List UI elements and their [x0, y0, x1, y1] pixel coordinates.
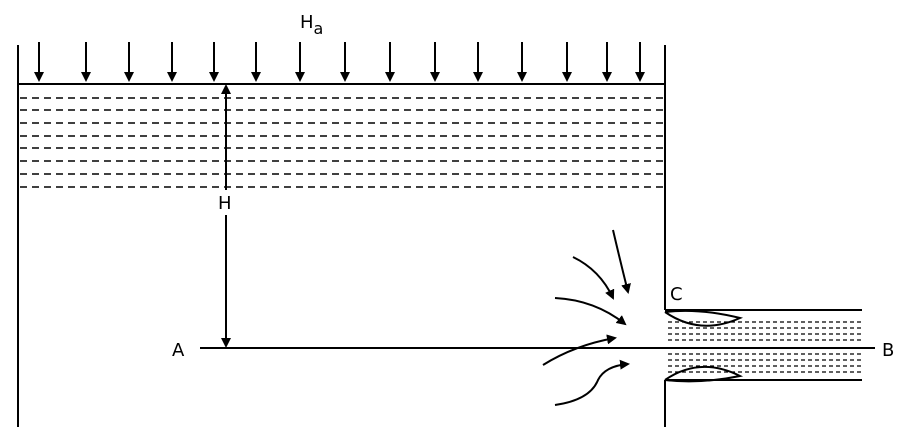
flow-arrows — [542, 229, 631, 406]
pipe — [664, 309, 862, 383]
pressure-arrows — [34, 42, 645, 82]
atmospheric-pressure-label: Ha — [300, 12, 323, 38]
vena-contracta-label: C — [670, 284, 683, 305]
water-levels — [20, 97, 663, 188]
jet-lines — [668, 321, 862, 373]
head-label: H — [218, 193, 232, 214]
point-a-label: A — [172, 340, 185, 361]
tank — [17, 45, 666, 427]
point-b-label: B — [882, 340, 894, 361]
